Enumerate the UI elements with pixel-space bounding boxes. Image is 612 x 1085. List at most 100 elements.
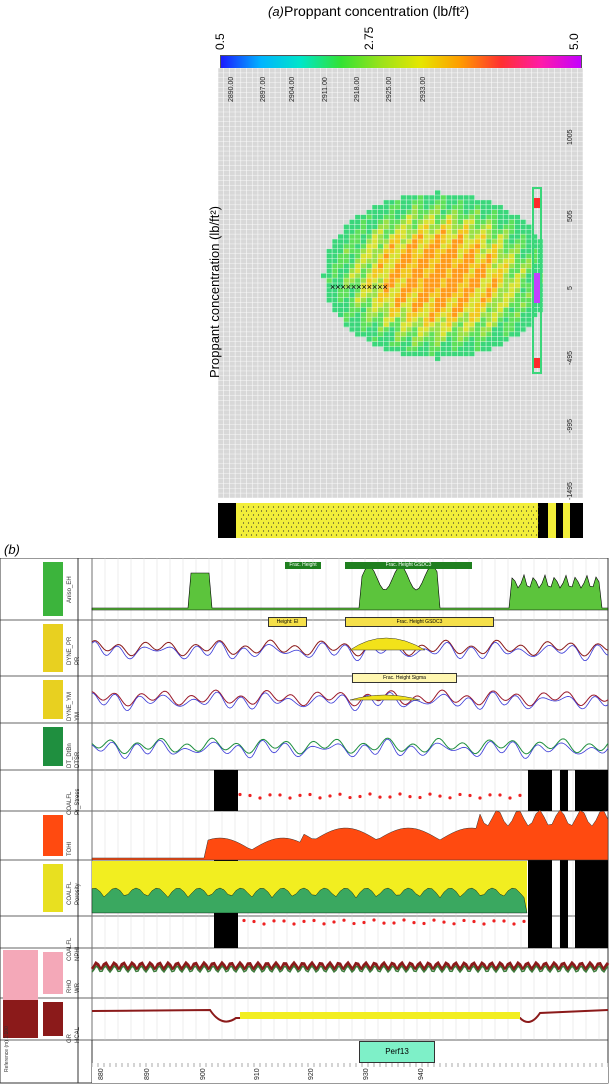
proppant-cell: [486, 283, 493, 289]
reference-label: Reference (m) 1:100: [4, 1026, 10, 1072]
proppant-cell: [371, 317, 378, 323]
proppant-cell: [457, 195, 464, 201]
stress-dot: [368, 792, 372, 796]
proppant-cell: [514, 312, 521, 318]
proppant-cell: [457, 283, 464, 289]
lithology-dot: [355, 526, 358, 528]
right-axis-label: 5: [567, 286, 574, 290]
lithology-dot: [507, 514, 510, 516]
lithology-dot: [322, 514, 325, 516]
proppant-cell: [417, 219, 424, 225]
lithology-dot: [307, 506, 310, 508]
lithology-dot: [267, 522, 270, 524]
proppant-cell: [429, 322, 436, 328]
lithology-dot: [477, 522, 480, 524]
proppant-cell: [525, 287, 532, 294]
proppant-cell: [434, 302, 441, 308]
proppant-cell: [491, 283, 498, 289]
proppant-cell: [497, 253, 504, 259]
proppant-cell: [497, 214, 504, 220]
track-10-fill: [240, 1012, 520, 1019]
proppant-cell: [423, 331, 430, 338]
proppant-cell: [446, 229, 453, 235]
proppant-cell: [406, 297, 413, 303]
proppant-cell: [423, 258, 430, 264]
stress-dot: [248, 793, 252, 798]
proppant-cell: [371, 336, 378, 342]
proppant-cell: [451, 331, 458, 338]
depth-axis-tick-label: 880: [98, 1068, 105, 1080]
proppant-cell: [417, 258, 424, 264]
proppant-cell: [343, 229, 350, 235]
proppant-cell: [371, 326, 378, 333]
proppant-cell: [389, 336, 396, 342]
proppant-cell: [440, 307, 447, 313]
proppant-cell: [503, 209, 510, 215]
proppant-cell: [411, 287, 418, 294]
proppant-cell: [326, 248, 333, 254]
lithology-dot: [405, 510, 408, 512]
proppant-cell: [486, 243, 493, 250]
proppant-cell: [531, 239, 538, 245]
proppant-cell: [531, 258, 538, 264]
lithology-dot: [412, 522, 415, 524]
proppant-cell: [514, 283, 521, 289]
proppant-cell: [480, 234, 487, 240]
lithology-dot: [247, 514, 250, 516]
proppant-cell: [514, 287, 521, 294]
proppant-cell: [463, 204, 470, 211]
proppant-cell: [366, 229, 373, 235]
proppant-cell: [520, 302, 527, 308]
proppant-cell: [349, 258, 356, 264]
proppant-cell: [389, 322, 396, 328]
proppant-cell: [468, 273, 475, 279]
proppant-cell: [491, 214, 498, 220]
proppant-cell: [486, 331, 493, 338]
proppant-cell: [371, 287, 378, 294]
proppant-cell: [440, 219, 447, 225]
lithology-dot: [435, 526, 438, 528]
proppant-cell: [417, 229, 424, 235]
proppant-cell: [451, 292, 458, 298]
lithology-dot: [512, 522, 515, 524]
proppant-cell: [354, 326, 361, 333]
proppant-cell: [503, 239, 510, 245]
proppant-cell: [531, 307, 538, 313]
lithology-dot: [427, 506, 430, 508]
proppant-cell: [474, 322, 481, 328]
proppant-cell: [383, 239, 390, 245]
proppant-cell: [429, 214, 436, 220]
proppant-cell: [508, 239, 515, 245]
proppant-cell: [434, 331, 441, 338]
lithology-dot: [472, 514, 475, 516]
nphi-dot: [302, 919, 306, 923]
proppant-cell: [429, 331, 436, 338]
proppant-cell: [360, 292, 367, 298]
proppant-cell: [360, 248, 367, 254]
proppant-cell: [349, 312, 356, 318]
proppant-cell: [508, 248, 515, 254]
lithology-dot: [402, 522, 405, 524]
depth-label: 2897.00: [260, 76, 267, 102]
proppant-cell: [440, 346, 447, 352]
lithology-dot: [397, 506, 400, 508]
lithology-dot: [410, 510, 413, 512]
proppant-cell: [525, 307, 532, 313]
stress-dot: [318, 796, 322, 800]
lithology-dot: [487, 522, 490, 524]
proppant-cell: [400, 229, 407, 235]
proppant-cell: [371, 243, 378, 250]
proppant-cell: [491, 229, 498, 235]
coal-block: [528, 860, 552, 948]
nphi-dot: [502, 919, 506, 923]
proppant-cell: [446, 351, 453, 357]
lithology-dot: [240, 518, 243, 520]
lithology-dot: [287, 506, 290, 508]
proppant-cell: [463, 331, 470, 338]
lithology-dot: [285, 518, 288, 520]
proppant-cell: [486, 317, 493, 323]
lithology-dot: [252, 506, 255, 508]
lithology-dot: [507, 506, 510, 508]
proppant-cell: [383, 234, 390, 240]
proppant-cell: [349, 326, 356, 333]
